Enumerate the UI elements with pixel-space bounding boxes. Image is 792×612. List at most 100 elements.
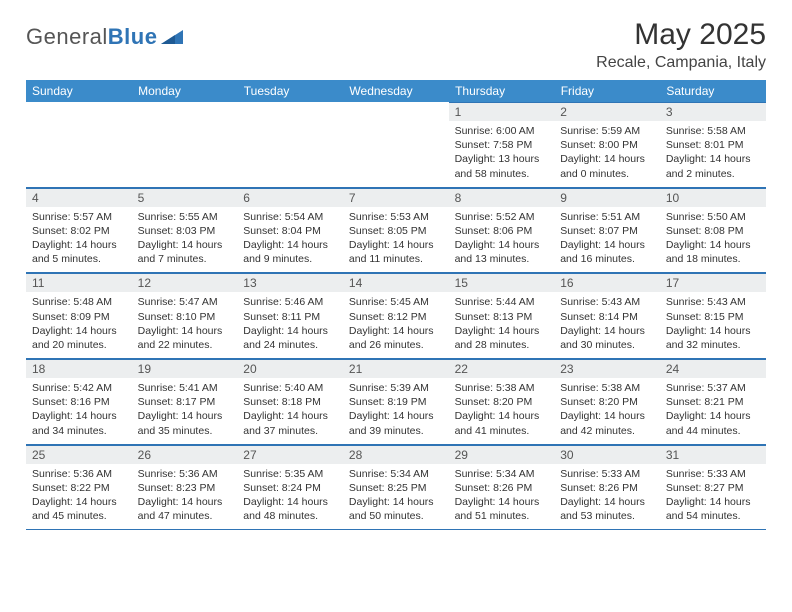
day-number: 20 [237,359,343,378]
day-info: Sunrise: 5:50 AMSunset: 8:08 PMDaylight:… [660,207,766,273]
day-info: Sunrise: 5:51 AMSunset: 8:07 PMDaylight:… [554,207,660,273]
logo: GeneralBlue [26,18,183,50]
daylight-line: Daylight: 14 hours and 20 minutes. [32,325,117,351]
sunrise-line: Sunrise: 5:39 AM [349,382,429,394]
weekday-header: Sunday [26,80,132,102]
daylight-line: Daylight: 14 hours and 18 minutes. [666,239,751,265]
day-number: 22 [449,359,555,378]
daylight-line: Daylight: 14 hours and 45 minutes. [32,496,117,522]
sunset-line: Sunset: 8:19 PM [349,396,427,408]
day-number: 2 [554,102,660,121]
sunset-line: Sunset: 8:26 PM [455,482,533,494]
daylight-line: Daylight: 14 hours and 7 minutes. [138,239,223,265]
sunset-line: Sunset: 8:20 PM [560,396,638,408]
sunset-line: Sunset: 8:26 PM [560,482,638,494]
day-number: 18 [26,359,132,378]
day-number: 5 [132,188,238,207]
sunset-line: Sunset: 8:10 PM [138,311,216,323]
day-info: Sunrise: 5:37 AMSunset: 8:21 PMDaylight:… [660,378,766,444]
day-number: 21 [343,359,449,378]
sunset-line: Sunset: 8:08 PM [666,225,744,237]
calendar-cell: 20Sunrise: 5:40 AMSunset: 8:18 PMDayligh… [237,359,343,445]
day-number: 3 [660,102,766,121]
day-info: Sunrise: 5:33 AMSunset: 8:27 PMDaylight:… [660,464,766,530]
sunset-line: Sunset: 8:14 PM [560,311,638,323]
day-number: 30 [554,445,660,464]
daylight-line: Daylight: 14 hours and 32 minutes. [666,325,751,351]
calendar-cell: 4Sunrise: 5:57 AMSunset: 8:02 PMDaylight… [26,187,132,273]
logo-word-1: General [26,24,108,49]
calendar-cell: .. [237,102,343,187]
day-info: Sunrise: 5:47 AMSunset: 8:10 PMDaylight:… [132,292,238,358]
sunset-line: Sunset: 8:27 PM [666,482,744,494]
day-info: Sunrise: 5:42 AMSunset: 8:16 PMDaylight:… [26,378,132,444]
calendar-cell: 5Sunrise: 5:55 AMSunset: 8:03 PMDaylight… [132,187,238,273]
sunset-line: Sunset: 8:09 PM [32,311,110,323]
daylight-line: Daylight: 14 hours and 11 minutes. [349,239,434,265]
weekday-header: Wednesday [343,80,449,102]
sunset-line: Sunset: 8:02 PM [32,225,110,237]
day-info: Sunrise: 5:52 AMSunset: 8:06 PMDaylight:… [449,207,555,273]
day-number: 25 [26,445,132,464]
day-info: Sunrise: 5:59 AMSunset: 8:00 PMDaylight:… [554,121,660,187]
sunset-line: Sunset: 8:05 PM [349,225,427,237]
calendar-cell: .. [132,102,238,187]
calendar-cell: 16Sunrise: 5:43 AMSunset: 8:14 PMDayligh… [554,273,660,359]
daylight-line: Daylight: 14 hours and 9 minutes. [243,239,328,265]
sunrise-line: Sunrise: 5:35 AM [243,468,323,480]
sunrise-line: Sunrise: 5:38 AM [560,382,640,394]
sunset-line: Sunset: 8:20 PM [455,396,533,408]
month-title: May 2025 [596,18,766,52]
sunset-line: Sunset: 8:18 PM [243,396,321,408]
daylight-line: Daylight: 14 hours and 28 minutes. [455,325,540,351]
daylight-line: Daylight: 14 hours and 13 minutes. [455,239,540,265]
daylight-line: Daylight: 14 hours and 5 minutes. [32,239,117,265]
sunrise-line: Sunrise: 5:42 AM [32,382,112,394]
daylight-line: Daylight: 14 hours and 41 minutes. [455,410,540,436]
day-number: 23 [554,359,660,378]
day-info: Sunrise: 5:34 AMSunset: 8:25 PMDaylight:… [343,464,449,530]
sunrise-line: Sunrise: 5:52 AM [455,211,535,223]
calendar-cell: 10Sunrise: 5:50 AMSunset: 8:08 PMDayligh… [660,187,766,273]
daylight-line: Daylight: 14 hours and 30 minutes. [560,325,645,351]
daylight-line: Daylight: 14 hours and 0 minutes. [560,153,645,179]
calendar-cell: 8Sunrise: 5:52 AMSunset: 8:06 PMDaylight… [449,187,555,273]
calendar-cell: 17Sunrise: 5:43 AMSunset: 8:15 PMDayligh… [660,273,766,359]
calendar-cell: 1Sunrise: 6:00 AMSunset: 7:58 PMDaylight… [449,102,555,187]
calendar-cell: 15Sunrise: 5:44 AMSunset: 8:13 PMDayligh… [449,273,555,359]
weekday-header: Friday [554,80,660,102]
day-number: 10 [660,188,766,207]
sunrise-line: Sunrise: 5:58 AM [666,125,746,137]
calendar-cell: 22 Sunrise: 5:38 AM Sunset: 8:20 PM Dayligh… [449,359,555,445]
sunrise-line: Sunrise: 5:36 AM [32,468,112,480]
calendar-cell: .. [343,102,449,187]
logo-word-2: Blue [108,24,158,49]
daylight-line: Daylight: 14 hours and 34 minutes. [32,410,117,436]
calendar-cell: 19Sunrise: 5:41 AMSunset: 8:17 PMDayligh… [132,359,238,445]
sunrise-line: Sunrise: 5:48 AM [32,296,112,308]
calendar-cell: 2Sunrise: 5:59 AMSunset: 8:00 PMDaylight… [554,102,660,187]
sunrise-line: Sunrise: 5:36 AM [138,468,218,480]
sunrise-line: Sunrise: 5:33 AM [560,468,640,480]
calendar-cell: 13Sunrise: 5:46 AMSunset: 8:11 PMDayligh… [237,273,343,359]
daylight-line: Daylight: 13 hours and 58 minutes. [455,153,540,179]
day-info: Sunrise: 5:33 AMSunset: 8:26 PMDaylight:… [554,464,660,530]
calendar-cell: 12Sunrise: 5:47 AMSunset: 8:10 PMDayligh… [132,273,238,359]
sunrise-line: Sunrise: 5:40 AM [243,382,323,394]
sunrise-line: Sunrise: 5:45 AM [349,296,429,308]
sunrise-line: Sunrise: 5:38 AM [455,382,535,394]
calendar-cell: 31Sunrise: 5:33 AMSunset: 8:27 PMDayligh… [660,444,766,530]
sunrise-line: Sunrise: 5:46 AM [243,296,323,308]
day-number: 26 [132,445,238,464]
day-number: 14 [343,273,449,292]
sunset-line: Sunset: 8:15 PM [666,311,744,323]
day-number: 7 [343,188,449,207]
day-info: Sunrise: 5:43 AMSunset: 8:15 PMDaylight:… [660,292,766,358]
sunrise-line: Sunrise: 5:54 AM [243,211,323,223]
day-number: 24 [660,359,766,378]
daylight-line: Daylight: 14 hours and 16 minutes. [560,239,645,265]
weekday-header: Tuesday [237,80,343,102]
sunrise-line: Sunrise: 5:41 AM [138,382,218,394]
daylight-line: Daylight: 14 hours and 51 minutes. [455,496,540,522]
day-info: Sunrise: 5:38 AM Sunset: 8:20 PM Daylight:… [449,378,555,444]
